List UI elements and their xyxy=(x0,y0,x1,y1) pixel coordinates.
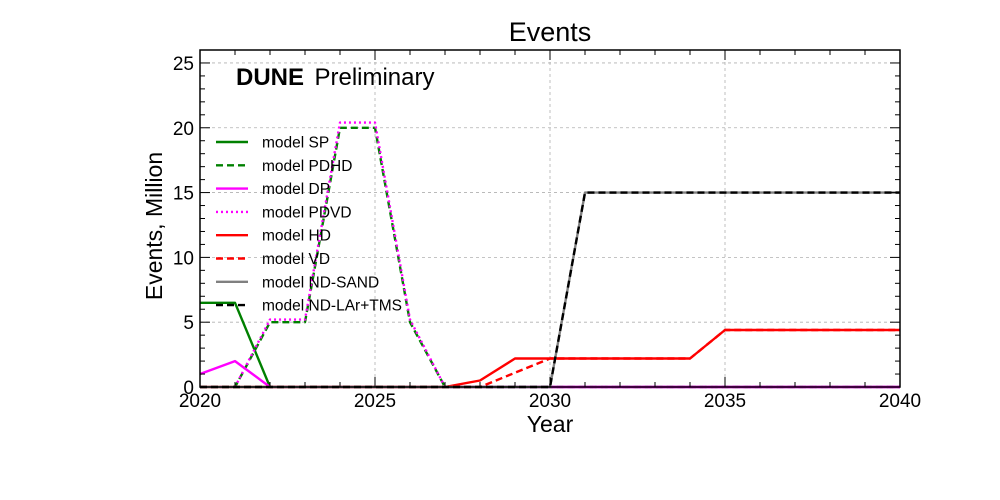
y-tick-label: 0 xyxy=(183,378,194,399)
legend-item-model-vd: model VD xyxy=(216,251,330,268)
preliminary-label: Preliminary xyxy=(314,64,434,91)
x-tick-label: 2035 xyxy=(704,391,746,412)
x-tick-label: 2020 xyxy=(179,391,221,412)
x-tick-label: 2040 xyxy=(879,391,921,412)
legend: model SP model PDHD model DP model PDVD mode… xyxy=(216,135,402,315)
legend-item-model-nd-sand: model ND-SAND xyxy=(216,274,379,291)
legend-item-model-sp: model SP xyxy=(216,135,329,152)
dune-brand: DUNE xyxy=(236,64,304,91)
legend-item-model-pdhd: model PDHD xyxy=(216,158,352,175)
y-tick-label: 25 xyxy=(173,54,194,75)
chart-title: Events xyxy=(509,17,592,47)
legend-label: model ND-SAND xyxy=(262,274,379,291)
legend-label: model HD xyxy=(262,228,331,245)
y-axis-label: Events, Million xyxy=(141,152,167,300)
y-tick-label: 10 xyxy=(173,248,194,269)
x-tick-label: 2025 xyxy=(354,391,396,412)
dune-preliminary-watermark: DUNE Preliminary xyxy=(236,64,435,91)
legend-label: model PDVD xyxy=(262,204,352,221)
legend-label: model VD xyxy=(262,251,330,268)
legend-label: model ND-LAr+TMS xyxy=(262,298,402,315)
x-axis-label: Year xyxy=(527,411,574,437)
series-line-model-nd-lar-tms xyxy=(200,191,900,389)
legend-label: model DP xyxy=(262,181,330,198)
legend-item-model-nd-lar-tms: model ND-LAr+TMS xyxy=(216,298,402,315)
y-tick-label: 5 xyxy=(183,313,194,334)
legend-label: model PDHD xyxy=(262,158,352,175)
legend-item-model-hd: model HD xyxy=(216,228,331,245)
y-tick-label: 20 xyxy=(173,119,194,140)
x-tick-label: 2030 xyxy=(529,391,571,412)
y-tick-label: 15 xyxy=(173,184,194,205)
series-line-model-pdvd xyxy=(200,121,900,389)
legend-item-model-dp: model DP xyxy=(216,181,330,198)
legend-label: model SP xyxy=(262,135,329,152)
legend-item-model-pdvd: model PDVD xyxy=(216,204,352,221)
